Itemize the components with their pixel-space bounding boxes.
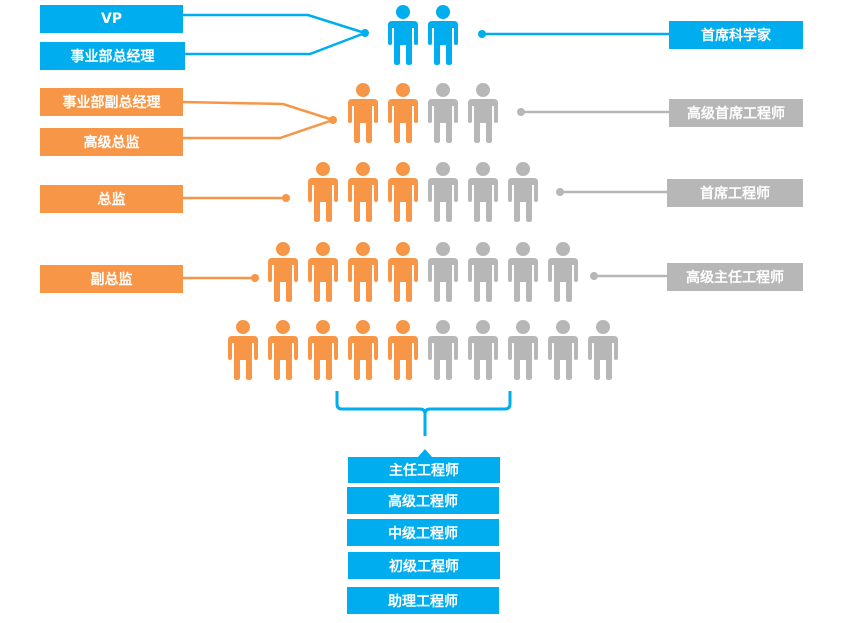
person-icon	[508, 242, 538, 302]
person-icon	[348, 320, 378, 380]
label-senior-engineer: 高级工程师	[347, 487, 499, 514]
person-icon	[428, 5, 458, 65]
person-icon	[428, 320, 458, 380]
person-icon	[468, 320, 498, 380]
person-icon	[308, 242, 338, 302]
label-senior-director: 高级总监	[40, 128, 183, 156]
person-icon	[388, 5, 418, 65]
label-general-manager: 事业部总经理	[40, 42, 185, 70]
person-icon	[508, 320, 538, 380]
person-icon	[348, 83, 378, 143]
person-icon	[468, 242, 498, 302]
label-intermediate-engineer: 中级工程师	[347, 519, 499, 546]
person-icon	[588, 320, 618, 380]
person-icon	[548, 242, 578, 302]
person-icon	[388, 320, 418, 380]
person-icon	[508, 162, 538, 222]
person-icon	[468, 162, 498, 222]
bracket	[335, 391, 512, 436]
label-senior-principal-engineer: 高级主任工程师	[667, 263, 803, 291]
person-icon	[388, 162, 418, 222]
connector-vp	[183, 13, 366, 35]
label-junior-engineer: 初级工程师	[348, 552, 500, 579]
label-senior-chief-engineer: 高级首席工程师	[669, 99, 803, 127]
person-icon	[308, 320, 338, 380]
person-icon	[428, 83, 458, 143]
person-icon	[268, 242, 298, 302]
person-icon	[468, 83, 498, 143]
connector-senior-director	[183, 118, 334, 140]
person-icon	[348, 162, 378, 222]
label-vp: VP	[40, 5, 183, 33]
person-icon	[308, 162, 338, 222]
person-icon	[348, 242, 378, 302]
connector-gm	[185, 31, 366, 56]
person-icon	[388, 242, 418, 302]
label-director: 总监	[40, 185, 183, 213]
person-icon	[228, 320, 258, 380]
person-icon	[428, 162, 458, 222]
person-icon	[428, 242, 458, 302]
label-deputy-director: 副总监	[40, 265, 183, 293]
label-chief-scientist: 首席科学家	[669, 21, 803, 49]
label-principal-engineer: 主任工程师	[348, 457, 500, 483]
person-icon	[388, 83, 418, 143]
person-icon	[268, 320, 298, 380]
label-assistant-engineer: 助理工程师	[347, 587, 499, 614]
label-deputy-general-manager: 事业部副总经理	[40, 88, 183, 116]
label-chief-engineer: 首席工程师	[667, 179, 803, 207]
connector-deputy-gm	[182, 100, 334, 122]
person-icon	[548, 320, 578, 380]
